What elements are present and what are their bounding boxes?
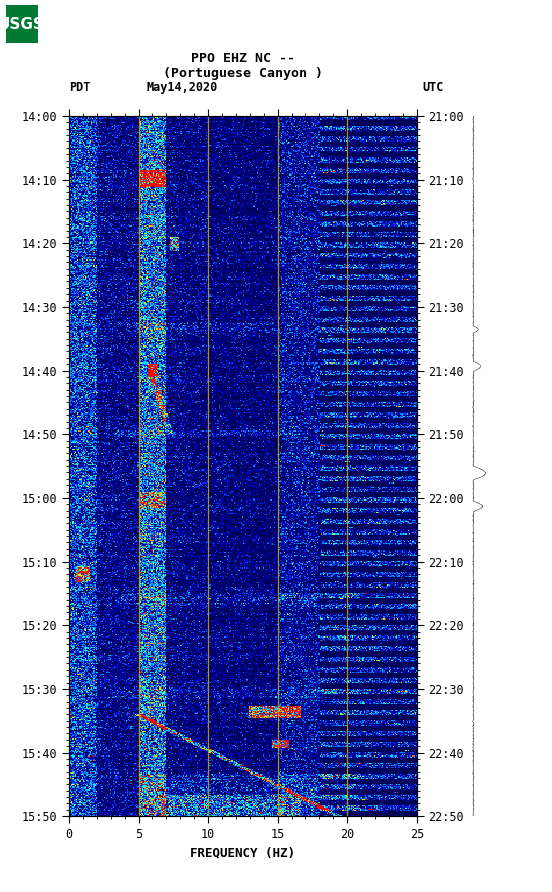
Text: (Portuguese Canyon ): (Portuguese Canyon ) xyxy=(163,67,323,79)
Text: PDT: PDT xyxy=(69,81,91,94)
Text: PPO EHZ NC --: PPO EHZ NC -- xyxy=(191,53,295,65)
X-axis label: FREQUENCY (HZ): FREQUENCY (HZ) xyxy=(190,847,295,860)
Text: UTC: UTC xyxy=(422,81,444,94)
Text: May14,2020: May14,2020 xyxy=(146,81,217,94)
Text: USGS: USGS xyxy=(0,17,45,31)
Bar xyxy=(6,5,38,43)
